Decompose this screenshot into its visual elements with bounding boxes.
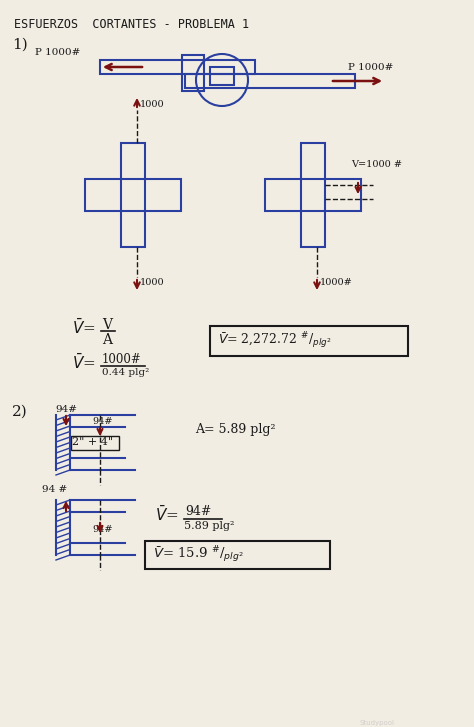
Text: Studypool: Studypool [360, 720, 395, 726]
Bar [182, 55, 204, 91]
Text: 94#: 94# [185, 505, 211, 518]
Text: $\bar{V}$=: $\bar{V}$= [155, 505, 180, 524]
Text: 1000: 1000 [140, 278, 164, 287]
Text: 0.44 plg²: 0.44 plg² [102, 368, 149, 377]
Bar [301, 143, 325, 247]
Bar [121, 143, 145, 247]
Bar [85, 179, 181, 211]
Bar [71, 436, 119, 450]
Text: P 1000#: P 1000# [35, 48, 81, 57]
Text: 94 #: 94 # [42, 485, 67, 494]
Text: $\bar{V}$= 15.9 $^{\#}$/$_{plg^2}$: $\bar{V}$= 15.9 $^{\#}$/$_{plg^2}$ [153, 545, 244, 565]
Text: P 1000#: P 1000# [348, 63, 393, 72]
Text: A= 5.89 plg²: A= 5.89 plg² [195, 423, 275, 436]
Bar [100, 60, 255, 74]
Text: 94#: 94# [55, 405, 77, 414]
Text: 1): 1) [12, 38, 28, 52]
Text: 2): 2) [12, 405, 28, 419]
Bar [185, 74, 355, 88]
Text: $\bar{V}$= 2,272.72 $^{\#}$/$_{plg^2}$: $\bar{V}$= 2,272.72 $^{\#}$/$_{plg^2}$ [218, 331, 332, 351]
Text: 94#: 94# [92, 417, 112, 426]
Bar [210, 67, 234, 85]
Text: ESFUERZOS  CORTANTES - PROBLEMA 1: ESFUERZOS CORTANTES - PROBLEMA 1 [14, 18, 249, 31]
Text: V: V [102, 318, 112, 332]
Text: 2" + 4": 2" + 4" [72, 437, 113, 447]
Text: V=1000 #: V=1000 # [351, 160, 402, 169]
Text: 5.89 plg²: 5.89 plg² [184, 521, 235, 531]
Bar [265, 179, 361, 211]
Text: 1000#: 1000# [102, 353, 142, 366]
Text: 1000: 1000 [140, 100, 164, 109]
Text: A: A [102, 333, 112, 347]
Bar [145, 541, 330, 569]
Text: $\bar{V}$=: $\bar{V}$= [72, 353, 97, 372]
Text: 94#: 94# [92, 525, 112, 534]
Text: $\bar{V}$=: $\bar{V}$= [72, 318, 97, 337]
Bar [210, 326, 408, 356]
Text: 1000#: 1000# [320, 278, 353, 287]
